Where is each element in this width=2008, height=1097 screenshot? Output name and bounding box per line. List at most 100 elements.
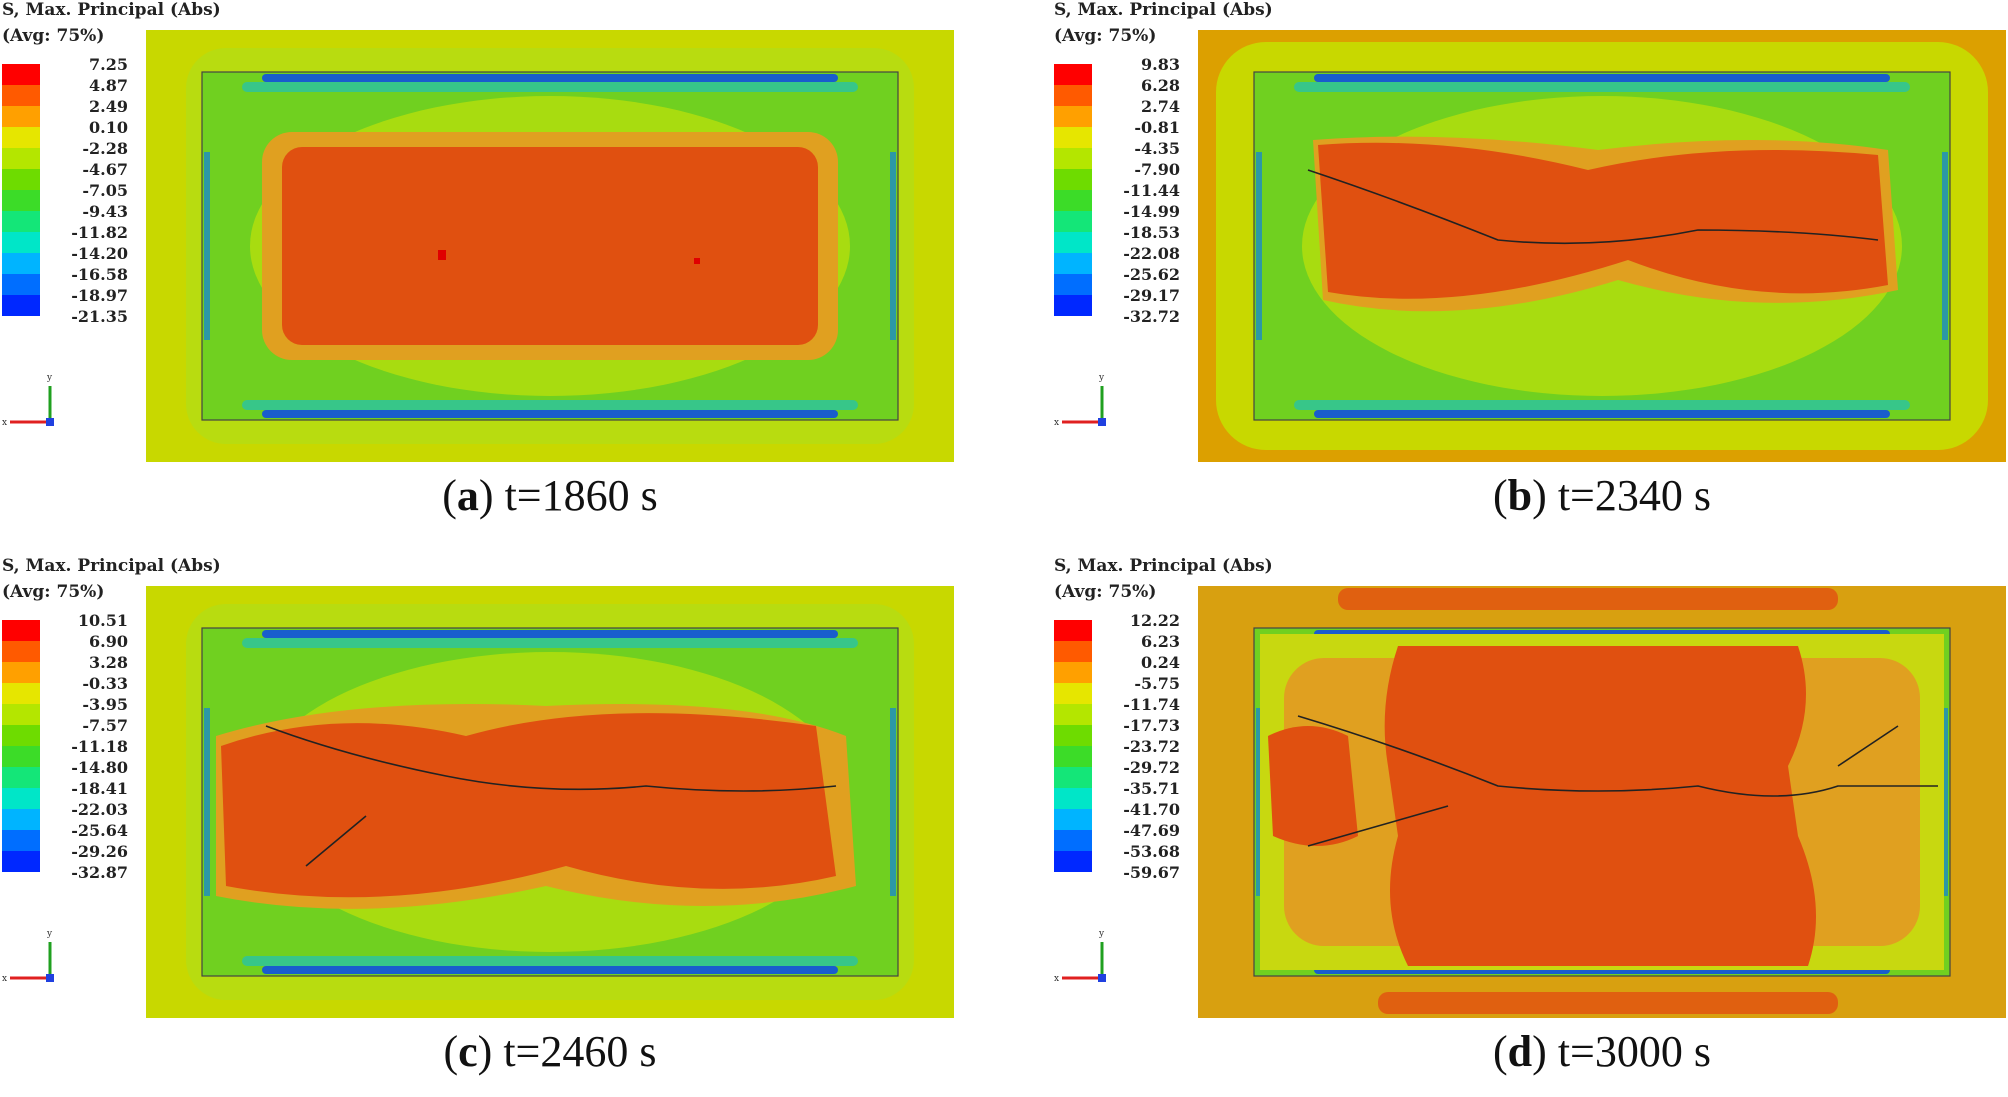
legend-tick-label: -7.57 — [82, 716, 128, 735]
legend-tick-label: -35.71 — [1123, 779, 1180, 798]
legend-tick-label: -25.64 — [71, 821, 128, 840]
legend-swatch — [2, 662, 40, 683]
legend-ticks: 12.22 6.23 0.24 -5.75 -11.74 -17.73 -23.72 -29.… — [1096, 610, 1180, 883]
legend-tick-label: -11.74 — [1123, 695, 1180, 714]
contour-plot — [146, 30, 954, 462]
contour-panel-a: S, Max. Principal (Abs) (Avg: 75%) 7.25 4.8… — [0, 0, 1004, 541]
legend-tick-label: 2.49 — [89, 97, 128, 116]
legend-ticks: 10.51 6.90 3.28 -0.33 -3.95 -7.57 -11.18 -14.80… — [44, 610, 128, 883]
legend-tick-label: 2.74 — [1141, 97, 1180, 116]
legend-swatch — [2, 809, 40, 830]
legend-swatch — [1054, 148, 1092, 169]
legend-swatch — [2, 295, 40, 316]
legend-tick-label: -47.69 — [1123, 821, 1180, 840]
legend-tick-label: -29.26 — [71, 842, 128, 861]
legend-colorbar — [1054, 620, 1092, 872]
legend-tick-label: -11.82 — [71, 223, 128, 242]
legend-title: S, Max. Principal (Abs) — [1054, 556, 1273, 576]
legend-tick-label: 3.28 — [89, 653, 128, 672]
legend-tick-label: -7.05 — [82, 181, 128, 200]
caption-letter: d — [1507, 1027, 1533, 1076]
legend-swatch — [1054, 620, 1092, 641]
high-stress-zone — [1318, 142, 1888, 299]
legend-tick-label: -4.35 — [1134, 139, 1180, 158]
panel-caption: (b) t=2340 s — [1493, 471, 1711, 520]
axis-triad-icon: yx — [2, 929, 54, 984]
legend-swatch — [2, 788, 40, 809]
axis-y-label: y — [46, 373, 53, 383]
legend-title: S, Max. Principal (Abs) — [2, 0, 221, 20]
legend-swatch — [1054, 809, 1092, 830]
legend-tick-label: -21.35 — [71, 307, 128, 326]
legend-swatch — [1054, 788, 1092, 809]
legend-swatch — [1054, 64, 1092, 85]
legend-tick-label: -11.44 — [1123, 181, 1180, 200]
caption-time: t=1860 s — [504, 471, 658, 520]
contour-plot — [146, 586, 954, 1018]
legend-tick-label: 7.25 — [89, 55, 128, 74]
axis-y-label: y — [1098, 929, 1105, 939]
axis-y-label: y — [1098, 373, 1105, 383]
axis-x-label: x — [2, 974, 7, 984]
panel-caption: (a) t=1860 s — [442, 471, 658, 520]
legend-tick-label: -18.53 — [1123, 223, 1180, 242]
legend-swatch — [2, 127, 40, 148]
legend-tick-label: -53.68 — [1123, 842, 1180, 861]
legend-swatch — [2, 148, 40, 169]
legend-swatch — [1054, 662, 1092, 683]
legend-swatch — [1054, 683, 1092, 704]
legend-tick-label: -9.43 — [82, 202, 128, 221]
legend-swatch — [2, 274, 40, 295]
legend-swatch — [1054, 169, 1092, 190]
axis-x-label: x — [2, 418, 7, 428]
caption-time: t=2340 s — [1557, 471, 1711, 520]
crack-line — [265, 725, 837, 792]
legend-swatch — [1054, 127, 1092, 148]
legend-swatch — [2, 211, 40, 232]
caption-time: t=3000 s — [1557, 1027, 1711, 1076]
legend-tick-label: -2.28 — [82, 139, 128, 158]
legend-tick-label: -23.72 — [1123, 737, 1180, 756]
legend-swatch — [2, 704, 40, 725]
legend-tick-label: 6.90 — [89, 632, 128, 651]
legend-swatch — [2, 253, 40, 274]
legend-swatch — [2, 64, 40, 85]
axis-x-label: x — [1054, 974, 1059, 984]
legend-tick-label: 6.23 — [1141, 632, 1180, 651]
legend-ticks: 7.25 4.87 2.49 0.10 -2.28 -4.67 -7.05 -9.43 -11.… — [44, 54, 128, 327]
legend-swatch — [1054, 830, 1092, 851]
legend-avg: (Avg: 75%) — [2, 582, 105, 602]
high-stress-zone — [221, 713, 836, 898]
legend-swatch — [2, 169, 40, 190]
legend-tick-label: 10.51 — [77, 611, 128, 630]
legend-colorbar — [2, 64, 40, 316]
axis-triad-icon: yx — [1054, 373, 1106, 428]
contour-plot — [1198, 586, 2006, 1018]
legend-tick-label: -3.95 — [82, 695, 128, 714]
crack-line — [1307, 169, 1879, 245]
legend-swatch — [2, 190, 40, 211]
legend-tick-label: -7.90 — [1134, 160, 1180, 179]
legend-tick-label: 0.24 — [1141, 653, 1180, 672]
legend-tick-label: -32.87 — [71, 863, 128, 882]
legend-avg: (Avg: 75%) — [1054, 582, 1157, 602]
legend-swatch — [2, 85, 40, 106]
legend-swatch — [1054, 704, 1092, 725]
legend-swatch — [2, 106, 40, 127]
crack-line — [1837, 725, 1899, 767]
legend-swatch — [1054, 295, 1092, 316]
legend-swatch — [2, 725, 40, 746]
legend-tick-label: -18.41 — [71, 779, 128, 798]
axis-triad-icon: yx — [1054, 929, 1106, 984]
legend-tick-label: -11.18 — [71, 737, 128, 756]
crack-line — [305, 815, 367, 867]
axis-triad-icon: yx — [2, 373, 54, 428]
legend-tick-label: -0.33 — [82, 674, 128, 693]
legend-tick-label: -17.73 — [1123, 716, 1180, 735]
legend-colorbar — [1054, 64, 1092, 316]
legend-tick-label: -25.62 — [1123, 265, 1180, 284]
high-stress-zone — [1384, 646, 1816, 966]
legend-title: S, Max. Principal (Abs) — [1054, 0, 1273, 20]
legend-swatch — [2, 767, 40, 788]
legend-swatch — [2, 830, 40, 851]
